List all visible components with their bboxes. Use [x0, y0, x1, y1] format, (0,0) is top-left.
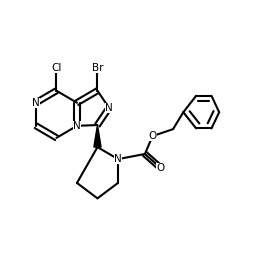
Text: N: N	[105, 103, 113, 113]
Text: N: N	[32, 98, 40, 108]
Text: Br: Br	[92, 63, 103, 73]
Text: N: N	[73, 121, 81, 131]
Text: O: O	[156, 163, 164, 172]
Text: O: O	[148, 131, 157, 141]
Text: Cl: Cl	[51, 63, 62, 73]
Polygon shape	[94, 125, 101, 147]
Text: N: N	[114, 154, 122, 164]
